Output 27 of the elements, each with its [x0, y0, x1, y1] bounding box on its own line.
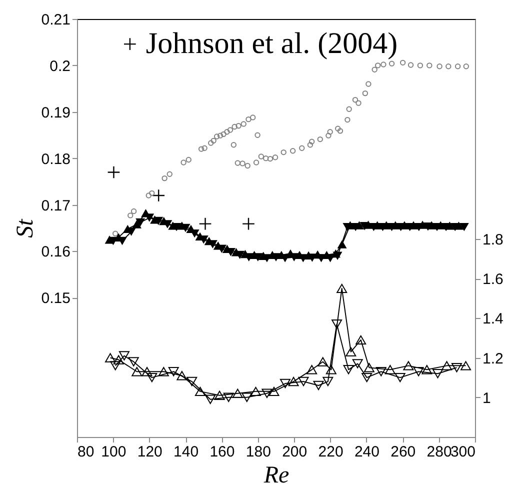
- y-axis-title: St: [12, 218, 38, 238]
- y2-tick-label: 1.8: [482, 231, 504, 248]
- x-tick-label: 280: [426, 444, 452, 460]
- x-tick-label: 140: [174, 444, 199, 460]
- y2-tick-label: 1.6: [482, 271, 504, 288]
- x-axis-title: Re: [262, 462, 290, 488]
- x-tick-label: 120: [137, 444, 162, 460]
- x-tick-label: 260: [390, 444, 416, 460]
- x-tick-label: 300: [450, 444, 476, 460]
- x-tick-label: 200: [282, 444, 308, 460]
- y-tick-label: 0.15: [41, 290, 70, 308]
- y-tick-label: 0.18: [41, 150, 70, 168]
- y2-tick-label: 1: [482, 390, 491, 407]
- x-tick-label: 240: [354, 444, 380, 460]
- y-tick-label: 0.16: [41, 244, 70, 261]
- y-tick-label: 0.19: [41, 104, 70, 122]
- y2-tick-label: 1.4: [482, 310, 504, 328]
- y-tick-label: 0.2: [50, 58, 70, 75]
- x-tick-label: 160: [210, 444, 235, 460]
- x-tick-label: 180: [246, 444, 271, 460]
- y-tick-label: 0.17: [41, 197, 70, 214]
- y2-tick-label: 1.2: [482, 350, 504, 368]
- x-tick-label: 80: [78, 444, 94, 460]
- x-tick-label: 220: [318, 444, 344, 460]
- y-tick-label: 0.21: [41, 12, 70, 28]
- x-tick-label: 100: [101, 444, 126, 460]
- legend-label: Johnson et al. (2004): [146, 27, 398, 60]
